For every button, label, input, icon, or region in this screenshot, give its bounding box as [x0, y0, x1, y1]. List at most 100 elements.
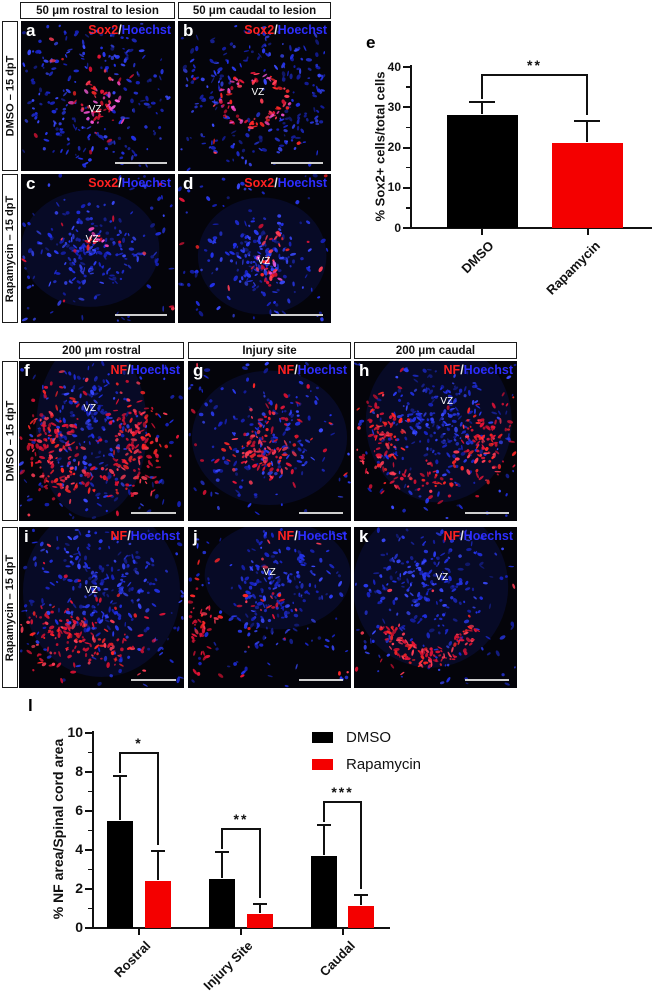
- vz-label: VZ: [88, 103, 102, 115]
- error-bar-cap: [151, 849, 165, 852]
- bar: [247, 914, 273, 928]
- scale-bar: [271, 313, 323, 316]
- scale-bar: [131, 511, 176, 514]
- row-label-text: DMSO – 15 dpT: [4, 55, 16, 137]
- x-tick: [240, 929, 242, 935]
- sig-bracket-left: [323, 801, 325, 822]
- error-bar-cap: [354, 893, 368, 896]
- y-major-tick: [403, 186, 411, 189]
- vz-label: VZ: [262, 567, 276, 579]
- error-bar-line: [586, 120, 588, 143]
- y-tick-label: 20: [387, 140, 401, 155]
- stain-separator: /: [294, 363, 298, 377]
- stain-red-label: NF: [443, 529, 461, 543]
- stain-separator: /: [274, 176, 278, 190]
- x-category-label: Injury Site: [200, 938, 256, 994]
- stain-blue-label: Hoechst: [463, 529, 513, 543]
- row-label-rapamycin-mid: Rapamycin – 15 dpT: [2, 527, 18, 688]
- bar: [348, 905, 374, 928]
- stain-label: Sox2/Hoechst: [244, 23, 327, 37]
- stain-blue-label: Hoechst: [297, 529, 347, 543]
- micro-panel-g: g NF/Hoechst: [188, 361, 351, 521]
- micro-panel-c: c Sox2/Hoechst VZ: [21, 174, 175, 323]
- error-bar-line: [360, 894, 362, 905]
- scale-bar: [271, 161, 323, 164]
- y-minor-tick: [88, 868, 93, 871]
- error-bar-cap: [574, 119, 600, 122]
- x-axis: [92, 927, 390, 929]
- error-bar-cap: [253, 902, 267, 905]
- y-major-tick: [403, 106, 411, 109]
- stain-blue-label: Hoechst: [121, 176, 171, 190]
- micro-panel-k: k NF/Hoechst VZ: [354, 527, 517, 688]
- error-bar-line: [259, 903, 261, 914]
- bar: [446, 115, 518, 228]
- vz-label: VZ: [83, 402, 97, 414]
- y-minor-tick: [406, 126, 411, 129]
- vz-label: VZ: [85, 233, 99, 245]
- y-minor-tick: [88, 907, 93, 910]
- stain-red-label: NF: [277, 529, 295, 543]
- stain-red-label: Sox2: [88, 23, 119, 37]
- y-major-tick: [85, 810, 93, 812]
- stain-red-label: NF: [277, 363, 295, 377]
- panel-letter-f: f: [24, 361, 30, 380]
- micro-panel-j: j NF/Hoechst VZ: [188, 527, 351, 688]
- sig-bracket-top: [323, 800, 362, 803]
- sig-bracket-top: [221, 827, 261, 830]
- x-axis: [410, 227, 652, 229]
- y-minor-tick: [88, 829, 93, 832]
- y-minor-tick: [88, 751, 93, 754]
- stain-label: NF/Hoechst: [111, 529, 180, 543]
- micro-image-d: [178, 174, 329, 322]
- error-bar-cap: [317, 823, 331, 826]
- y-major-tick: [85, 927, 93, 929]
- sig-bracket-top: [119, 751, 159, 754]
- sig-bracket-left: [119, 752, 121, 773]
- y-major-tick: [85, 849, 93, 851]
- panel-letter-g: g: [193, 361, 204, 380]
- x-tick: [587, 229, 589, 235]
- y-tick-label: 6: [75, 802, 83, 819]
- y-tick-label: 0: [75, 919, 83, 936]
- legend-swatch: [312, 759, 333, 770]
- micro-image-f: [19, 361, 183, 520]
- micro-panel-f: f NF/Hoechst VZ: [19, 361, 184, 521]
- significance-label: **: [233, 810, 249, 827]
- error-bar-cap: [113, 774, 127, 777]
- legend-label: Rapamycin: [346, 756, 422, 773]
- y-major-tick: [403, 66, 411, 68]
- scale-bar: [115, 313, 167, 316]
- x-category-label: Rapamycin: [542, 238, 603, 298]
- panel-letter-c: c: [26, 174, 36, 193]
- column-header-injury-site: Injury site: [188, 342, 351, 359]
- stain-separator: /: [294, 529, 298, 543]
- panel-letter-b: b: [183, 21, 194, 40]
- micro-image-j: [188, 527, 351, 688]
- stain-red-label: NF: [110, 529, 128, 543]
- stain-blue-label: Hoechst: [130, 363, 180, 377]
- x-tick: [481, 229, 483, 235]
- y-tick-label: 40: [387, 59, 401, 74]
- error-bar-line: [119, 775, 121, 820]
- scale-bar: [465, 678, 509, 681]
- row-label-rapamycin-top: Rapamycin – 15 dpT: [2, 174, 18, 323]
- vz-label: VZ: [440, 396, 454, 408]
- stain-separator: /: [127, 363, 131, 377]
- micro-panel-b: b Sox2/Hoechst VZ: [178, 21, 331, 171]
- y-tick-label: 10: [387, 180, 401, 195]
- error-bar-cap: [215, 850, 229, 853]
- micro-image-i: [19, 527, 184, 687]
- stain-blue-label: Hoechst: [463, 363, 513, 377]
- stain-label: NF/Hoechst: [444, 363, 513, 377]
- bar: [107, 820, 133, 928]
- x-tick: [342, 929, 344, 935]
- sig-bracket-left: [481, 75, 483, 100]
- row-label-dmso-mid: DMSO – 15 dpT: [2, 361, 18, 521]
- y-axis-label: % Sox2+ cells/total cells: [372, 71, 388, 222]
- y-major-tick: [85, 771, 93, 773]
- y-tick-label: 4: [75, 841, 83, 858]
- error-bar-line: [221, 851, 223, 879]
- vz-label: VZ: [251, 87, 265, 98]
- legend-item-dmso: DMSO: [312, 729, 391, 746]
